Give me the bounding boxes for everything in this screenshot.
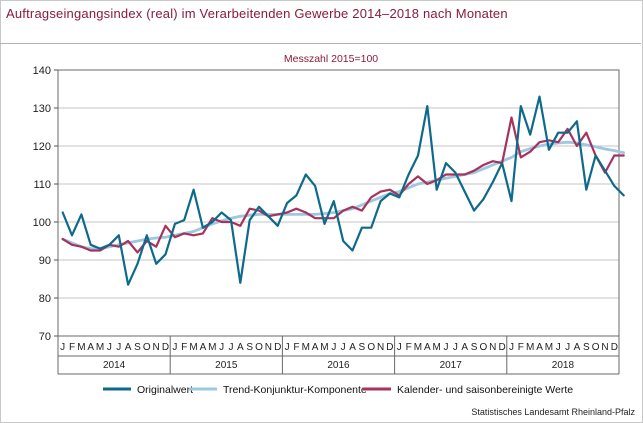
x-month-label: N: [489, 342, 496, 353]
legend: Originalwert Trend-Konjunktur-Komponente K…: [103, 384, 573, 396]
x-month-label: D: [611, 342, 618, 353]
y-tick-label: 80: [39, 293, 51, 305]
x-month-label: S: [246, 342, 253, 353]
x-month-label: J: [556, 342, 561, 353]
x-month-label: F: [406, 342, 412, 353]
x-month-label: S: [471, 342, 478, 353]
x-year-label: 2015: [215, 360, 238, 371]
x-month-label: J: [397, 342, 402, 353]
series-line-0: [61, 95, 625, 286]
x-month-label: O: [367, 342, 375, 353]
x-month-label: J: [116, 342, 121, 353]
chart-subtitle: Messzahl 2015=100: [284, 53, 378, 65]
x-month-label: M: [96, 342, 104, 353]
x-year-label: 2017: [440, 360, 463, 371]
y-tick-label: 110: [33, 179, 51, 191]
x-month-label: S: [583, 342, 590, 353]
y-tick-label: 140: [33, 65, 51, 77]
legend-label: Kalender- und saisonbereinigte Werte: [397, 384, 573, 396]
x-month-label: S: [134, 342, 141, 353]
x-month-label: J: [219, 342, 224, 353]
x-month-label: N: [265, 342, 272, 353]
x-month-label: M: [189, 342, 197, 353]
x-month-label: A: [125, 342, 132, 353]
y-axis-ticks: 70 80 90 100 110 120 130 140: [33, 65, 58, 343]
x-month-label: M: [208, 342, 216, 353]
x-month-label: N: [601, 342, 608, 353]
x-month-label: S: [359, 342, 366, 353]
x-month-label: M: [320, 342, 328, 353]
x-month-label: D: [162, 342, 169, 353]
x-month-label: O: [143, 342, 151, 353]
x-month-label: M: [77, 342, 85, 353]
x-month-label: F: [69, 342, 75, 353]
source-note: Statistisches Landesamt Rheinland-Pfalz: [471, 407, 635, 417]
x-month-label: D: [274, 342, 281, 353]
y-tick-label: 100: [33, 217, 51, 229]
x-month-label: J: [60, 342, 65, 353]
x-month-label: O: [480, 342, 488, 353]
x-month-label: F: [181, 342, 187, 353]
x-year-label: 2018: [552, 360, 575, 371]
x-year-label: 2014: [103, 360, 126, 371]
x-month-label: A: [349, 342, 356, 353]
series-line-2: [61, 116, 625, 254]
x-month-label: A: [87, 342, 94, 353]
y-tick-label: 90: [39, 255, 51, 267]
plot-area-border: [57, 69, 620, 337]
x-month-label: N: [153, 342, 160, 353]
x-year-label: 2016: [327, 360, 350, 371]
grid: [57, 69, 620, 337]
legend-label: Trend-Konjunktur-Komponente: [223, 384, 367, 396]
x-month-label: M: [414, 342, 422, 353]
x-month-label: A: [237, 342, 244, 353]
x-month-label: D: [499, 342, 506, 353]
x-month-label: A: [200, 342, 207, 353]
chart-title: Auftragseingangsindex (real) im Verarbei…: [6, 6, 508, 21]
y-tick-label: 130: [33, 103, 51, 115]
x-month-label: J: [341, 342, 346, 353]
x-month-label: J: [509, 342, 514, 353]
x-month-label: F: [293, 342, 299, 353]
x-month-label: F: [518, 342, 524, 353]
x-month-label: O: [592, 342, 600, 353]
x-month-label: J: [453, 342, 458, 353]
y-tick-label: 120: [33, 141, 51, 153]
series-lines: [61, 95, 626, 286]
x-month-label: A: [536, 342, 543, 353]
x-month-label: O: [255, 342, 263, 353]
x-month-label: J: [228, 342, 233, 353]
x-month-label: A: [574, 342, 581, 353]
x-month-label: J: [331, 342, 336, 353]
x-month-label: M: [433, 342, 441, 353]
x-month-label: D: [386, 342, 393, 353]
x-month-label: J: [172, 342, 177, 353]
x-month-label: J: [107, 342, 112, 353]
legend-label: Originalwert: [137, 384, 193, 396]
x-month-label: J: [285, 342, 290, 353]
x-month-label: M: [302, 342, 310, 353]
x-month-label: J: [444, 342, 449, 353]
x-month-label: J: [565, 342, 570, 353]
series-line-1: [61, 140, 626, 251]
x-month-label: A: [312, 342, 319, 353]
x-month-label: M: [526, 342, 534, 353]
y-tick-label: 70: [39, 331, 51, 343]
x-month-label: A: [424, 342, 431, 353]
x-month-label: A: [461, 342, 468, 353]
title-divider: [0, 43, 641, 44]
x-month-label: M: [545, 342, 553, 353]
x-month-label: N: [377, 342, 384, 353]
